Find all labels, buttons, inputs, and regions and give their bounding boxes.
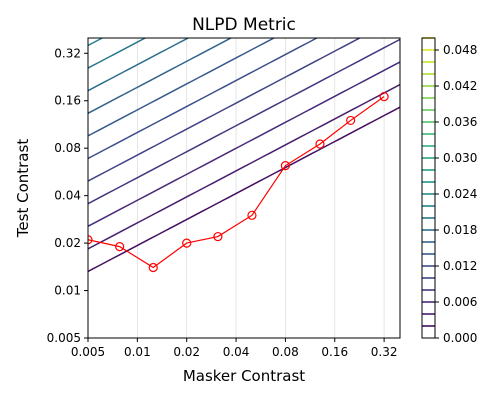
colorbar-tick-label: 0.036 [443, 115, 477, 129]
y-tick-label: 0.01 [54, 284, 81, 298]
x-tick-label: 0.04 [223, 345, 250, 359]
colorbar-tick-label: 0.012 [443, 259, 477, 273]
x-tick-label: 0.01 [124, 345, 151, 359]
x-tick-label: 0.08 [272, 345, 299, 359]
colorbar-tick-label: 0.018 [443, 223, 477, 237]
plot-area [88, 38, 400, 338]
x-tick-label: 0.16 [321, 345, 348, 359]
series-point [148, 262, 158, 273]
y-tick-label: 0.32 [54, 46, 81, 60]
series-point [379, 91, 389, 102]
x-tick-label: 0.02 [173, 345, 200, 359]
colorbar-frame [421, 37, 436, 339]
y-axis: 0.005 0.01 0.02 0.04 0.08 0.16 0.32 [47, 46, 88, 345]
colorbar-tick-label: 0.006 [443, 295, 477, 309]
contour-line [88, 38, 400, 205]
y-tick-label: 0.08 [54, 141, 81, 155]
series-line [88, 96, 385, 269]
contour-line [88, 106, 400, 273]
colorbar-background [422, 38, 435, 338]
series-point [115, 242, 125, 252]
contour-line [88, 61, 400, 227]
y-tick-label: 0.005 [47, 331, 81, 345]
y-tick-label: 0.02 [54, 236, 81, 250]
colorbar-tick-label: 0.024 [443, 187, 477, 201]
colorbar-tick-label: 0.042 [443, 79, 477, 93]
x-tick-label: 0.32 [371, 345, 398, 359]
series-point [280, 161, 291, 171]
colorbar: 0.000 0.006 0.012 0.018 0.024 0.030 0.036 0.042… [421, 37, 477, 345]
x-tick-label: 0.005 [71, 345, 105, 359]
series-point [213, 231, 223, 242]
y-tick-label: 0.16 [54, 94, 81, 108]
plot-frame [87, 37, 401, 339]
contour-line [88, 38, 233, 114]
series-point [315, 139, 325, 149]
colorbar-tick-label: 0.030 [443, 151, 477, 165]
series-point [88, 235, 93, 245]
contour-line [88, 83, 400, 250]
y-axis-label: Test Contrast [14, 139, 32, 239]
contour-line [88, 38, 276, 137]
contour-line [88, 38, 147, 69]
series-point [346, 115, 356, 126]
colorbar-tick-label: 0.000 [443, 331, 477, 345]
x-axis: 0.005 0.01 0.02 0.04 0.08 0.16 0.32 [71, 338, 398, 359]
x-axis-label: Masker Contrast [183, 367, 305, 385]
series-point [182, 238, 192, 248]
y-tick-label: 0.04 [54, 189, 81, 203]
contour-line [88, 38, 362, 182]
chart-title: NLPD Metric [192, 15, 296, 35]
contour-line [88, 38, 319, 160]
series-point [247, 210, 257, 220]
contour-line [88, 38, 190, 92]
colorbar-tick-label: 0.048 [443, 43, 477, 57]
